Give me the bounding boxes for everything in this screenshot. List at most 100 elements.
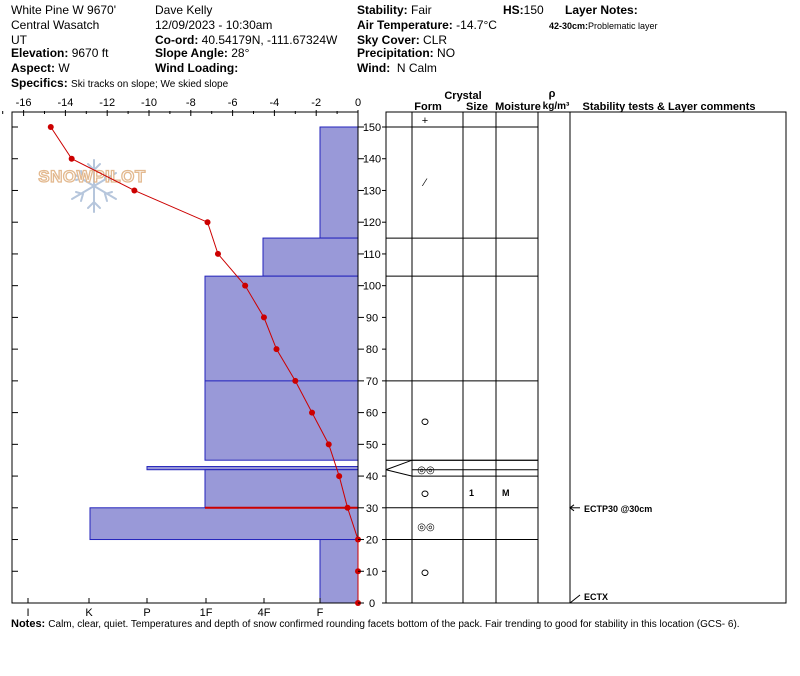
temp-tick-label: -14 (57, 97, 73, 109)
temperature-point (273, 346, 280, 353)
precip-value: NO (437, 46, 456, 60)
temp-tick-label: -4 (270, 97, 280, 109)
slope-value: 28° (231, 46, 250, 60)
height-tick-label: 60 (366, 408, 378, 420)
height-tick-label: 70 (366, 376, 378, 388)
stability-test-arrow (569, 594, 581, 604)
hardness-tick-label: P (143, 607, 150, 619)
height-tick-label: 110 (363, 249, 381, 261)
hardness-tick-label: 1F (200, 607, 213, 619)
temp-tick-label: -12 (99, 97, 115, 109)
stability-test-label: ECTP30 @30cm (584, 504, 652, 514)
column-header-density: kg/m³ (543, 101, 570, 112)
specifics-value: Ski tracks on slope; We skied slope (71, 79, 229, 90)
height-tick-label: 30 (366, 503, 378, 515)
aspect-row: Aspect: W (11, 61, 70, 75)
temperature-point (131, 187, 138, 194)
temperature-point (242, 282, 249, 289)
stability-test-arrowhead (569, 504, 575, 512)
snowpilot-logo: SNOWPILOT (38, 159, 146, 213)
temperature-point (336, 473, 343, 480)
temperature-point (260, 314, 267, 321)
height-tick-label: 40 (366, 471, 378, 483)
elevation-value: 9670 ft (71, 46, 109, 60)
height-tick-label: 20 (366, 535, 378, 547)
elevation-label: Elevation: (11, 46, 69, 60)
temp-tick-label: -16 (16, 97, 32, 109)
column-header-rho: ρ (549, 88, 556, 100)
sky-row: Sky Cover: CLR (357, 33, 447, 47)
stability-row: Stability: Fair (357, 3, 432, 17)
aspect-label: Aspect: (11, 61, 56, 75)
layer-note-range: 42-30cm: (549, 21, 589, 31)
hs-row: HS:150 (503, 3, 544, 17)
sky-label: Sky Cover: (357, 33, 420, 47)
height-tick-label: 130 (363, 185, 381, 197)
column-header-crystal: Crystal (444, 90, 481, 102)
column-header-moisture: Moisture (495, 101, 541, 113)
elevation-row: Elevation: 9670 ft (11, 46, 108, 60)
wind-loading-label: Wind Loading: (155, 61, 239, 75)
layer-note: 42-30cm:Problematic layer (549, 19, 658, 33)
height-tick-label: 90 (366, 312, 378, 324)
hardness-layer-bar (204, 469, 359, 509)
air-temp-value: -14.7°C (456, 18, 497, 32)
slope-label: Slope Angle: (155, 46, 228, 60)
logo-text: SNOWPILOT (38, 167, 146, 186)
column-header-size: Size (466, 101, 488, 113)
notes-row: Notes: Calm, clear, quiet. Temperatures … (11, 617, 740, 632)
temp-tick-label: -6 (228, 97, 238, 109)
height-tick-label: 80 (366, 344, 378, 356)
hardness-layer-bar (262, 237, 359, 277)
layer-connector-upper (385, 459, 538, 471)
specifics-row: Specifics: Ski tracks on slope; We skied… (11, 76, 228, 92)
height-tick-label: 150 (363, 122, 381, 134)
air-temp-row: Air Temperature: -14.7°C (357, 18, 497, 32)
wind-value: N Calm (396, 61, 437, 75)
notes-text: Calm, clear, quiet. Temperatures and dep… (48, 619, 740, 630)
temperature-point (214, 250, 221, 257)
hardness-layer-bar (204, 275, 359, 461)
hs-value: 150 (523, 3, 544, 17)
hardness-layer-bar (319, 126, 359, 239)
hardness-layer-bar (319, 539, 359, 604)
layer-moisture-value: M (502, 488, 510, 498)
precip-row: Precipitation: NO (357, 46, 455, 60)
slope-row: Slope Angle: 28° (155, 46, 249, 60)
crystal-symbol-decomposing: ⁄ (421, 177, 428, 189)
crystal-symbol-rounded-pair: ◎◎ (417, 465, 435, 476)
temperature-point (309, 409, 316, 416)
column-header-comments: Stability tests & Layer comments (582, 101, 755, 113)
precip-label: Precipitation: (357, 46, 434, 60)
temperature-point (47, 124, 54, 130)
height-tick-label: 10 (366, 566, 378, 578)
layer-table-frame (385, 111, 787, 604)
crystal-symbol-faceted-round: ⵔ (421, 489, 429, 499)
specifics-label: Specifics: (11, 76, 68, 90)
datetime: 12/09/2023 - 10:30am (155, 18, 273, 32)
aspect-value: W (58, 61, 70, 75)
height-tick-label: 50 (366, 439, 378, 451)
hardness-tick-label: I (26, 607, 29, 619)
hardness-tick-label: 4F (258, 607, 271, 619)
crystal-symbol-rounded-pair: ◎◎ (417, 522, 435, 533)
crystal-symbol-new-snow: + (422, 115, 428, 127)
wind-row: Wind: N Calm (357, 61, 437, 75)
temperature-line (50, 126, 359, 603)
hardness-tick-label: K (85, 607, 93, 619)
coordinates-row: Co-ord: 40.54179N, -111.67324W (155, 33, 337, 47)
wind-label: Wind: (357, 61, 391, 75)
layer-size-value: 1 (469, 488, 474, 498)
hardness-tick-label: F (317, 607, 324, 619)
layer-notes-label: Layer Notes: (565, 3, 638, 17)
hardness-layer-bar (89, 507, 359, 541)
column-header-form: Form (414, 101, 442, 113)
wind-loading-row: Wind Loading: (155, 61, 238, 75)
temp-tick-label: -8 (186, 97, 196, 109)
height-tick-label: 0 (369, 598, 375, 610)
mountain-range: Central Wasatch (11, 18, 100, 32)
observer: Dave Kelly (155, 3, 213, 17)
temperature-point (204, 219, 211, 226)
notes-label: Notes: (11, 618, 46, 630)
